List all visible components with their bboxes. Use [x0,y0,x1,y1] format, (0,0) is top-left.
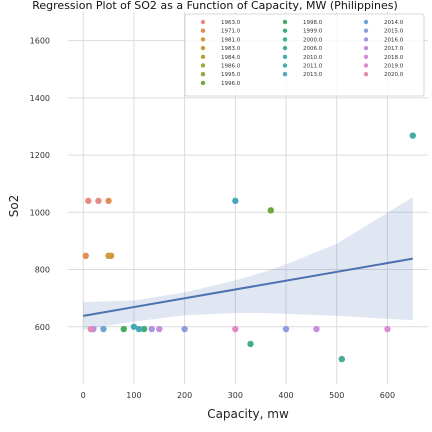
legend-marker [200,80,206,86]
legend-label: 1998.0 [303,20,323,26]
y-tick-label: 1200 [30,151,50,160]
data-point [140,325,148,333]
y-tick-label: 1000 [30,208,50,217]
data-point [282,325,290,333]
legend-marker [363,63,369,68]
legend-marker [282,54,288,59]
y-tick-label: 1400 [30,94,50,103]
legend-marker [200,72,206,77]
legend-label: 2010.0 [303,55,323,61]
data-point [409,132,416,139]
legend-marker [363,19,369,25]
x-tick-label: 400 [278,391,293,400]
data-point [120,325,127,333]
data-point [156,325,163,333]
legend-label: 1971.0 [221,29,241,35]
legend-marker [200,37,206,42]
legend: 1963.0 1971.0 1981.0 1983.0 1984.0 1986.0 1995… [184,13,425,97]
y-tick-labels: 600 800 1000 1200 1400 1600 [30,37,50,332]
confidence-band-layer [83,197,413,330]
y-tick-label: 600 [35,323,50,332]
legend-marker [200,63,206,68]
x-tick-label: 200 [177,391,192,400]
legend-label: 2016.0 [384,37,404,43]
legend-marker [363,54,369,59]
x-axis-label: Capacity, mw [207,407,289,421]
legend-label: 2017.0 [384,46,404,52]
data-point [384,325,391,333]
data-point [247,340,254,348]
x-tick-label: 300 [228,391,243,400]
y-tick-label: 800 [35,266,50,275]
data-point [135,325,143,333]
data-point [232,197,239,205]
legend-label: 2013.0 [303,72,323,78]
legend-label: 1981.0 [221,37,241,43]
legend-marker [282,28,288,33]
data-point [267,207,275,214]
regression-line-layer [83,257,413,317]
x-tick-label: 500 [329,391,344,400]
legend-marker [200,28,206,33]
data-point [181,325,188,333]
x-tick-labels: 0 100 200 300 400 500 600 [81,391,395,400]
legend-marker [363,72,369,77]
legend-marker [363,45,369,51]
data-point [95,197,102,205]
legend-label: 2020.0 [384,72,404,78]
legend-marker [200,19,206,25]
x-tick-label: 600 [380,391,395,400]
chart-title: Regression Plot of SO2 as a Function of … [32,0,398,12]
data-point [100,325,107,333]
legend-label: 2006.0 [303,46,323,52]
legend-marker [363,37,369,42]
legend-label: 2011.0 [303,64,323,70]
legend-marker [363,28,369,33]
regression-line [83,257,413,317]
legend-label: 2000.0 [303,37,323,43]
legend-marker [200,54,206,59]
legend-label: 1995.0 [221,72,241,78]
y-axis-label: So2 [7,195,21,218]
data-point [105,197,112,205]
legend-label: 1983.0 [221,46,241,52]
legend-label: 2015.0 [384,29,404,35]
data-point [130,323,138,330]
x-tick-label: 100 [126,391,141,400]
x-tick-label: 0 [81,391,86,400]
legend-label: 2014.0 [384,20,404,26]
legend-label: 2018.0 [384,55,404,61]
legend-marker [282,63,288,68]
data-point [232,325,239,333]
legend-label: 2019.0 [384,64,404,70]
data-point [82,252,89,260]
legend-marker [282,37,288,42]
points-layer [82,132,416,363]
legend-label: 1996.0 [221,81,241,87]
legend-label: 1963.0 [221,20,241,26]
legend-marker [282,45,288,51]
y-tick-label: 1600 [30,37,50,46]
legend-label: 1984.0 [221,55,241,61]
data-point [107,252,115,260]
confidence-band [83,197,413,330]
data-point [313,325,320,333]
legend-marker [282,19,288,25]
legend-marker [282,72,288,77]
data-point [338,355,346,363]
data-point [148,325,155,333]
data-point [87,325,95,333]
data-point [85,197,92,205]
legend-label: 1999.0 [303,29,323,35]
legend-marker [200,45,206,51]
legend-label: 1986.0 [221,64,241,70]
